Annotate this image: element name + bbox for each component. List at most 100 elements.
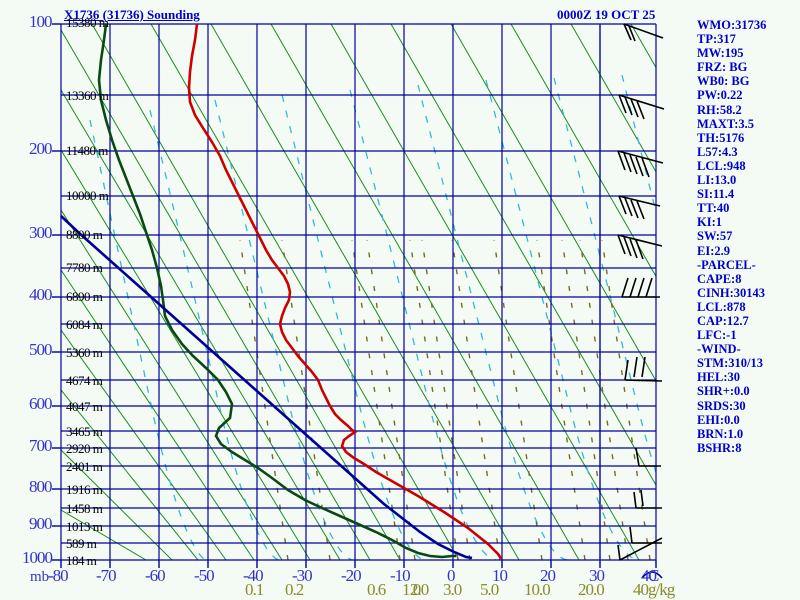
mixing-unit-label: g/kg [648,580,675,599]
height-label: 6890 m [66,289,103,304]
parameter-item: BSHR:8 [697,440,742,455]
mixing-tick: 1.0 [402,580,421,599]
parameter-panel: WMO:31736 TP:317 MW:195 FRZ: BG WB0: BG … [697,18,766,455]
parameter-item: SW:57 [697,229,733,244]
temp-tick: -10 [390,566,411,585]
pressure-ticks [52,23,61,561]
pressure-tick-1000: 1000 [22,548,53,567]
temp-tick: -70 [96,566,117,585]
wind-barb [624,356,663,382]
parameter-item: LFC:-1 [697,328,737,343]
parameter-item: PW:0.22 [697,88,743,103]
temp-tick: -30 [292,566,313,585]
parameter-item: LCL:948 [697,158,746,173]
parameter-item: SRDS:30 [697,398,746,413]
height-label: 1916 m [66,482,103,497]
temp-tick: -40 [243,566,264,585]
parameter-item: L57:4.3 [697,144,738,159]
temp-tick: 40 [641,566,657,585]
pressure-tick-600: 600 [29,394,52,413]
height-label: 13360 m [66,88,109,103]
parameter-item: CAPE:8 [697,271,742,286]
wind-barb [618,195,661,220]
temperature-unit-label: C [648,566,660,585]
parameter-section-wind: -WIND- [697,342,741,357]
wind-barb [617,234,663,260]
temp-tick: 30 [589,566,605,585]
height-label: 184 m [66,553,97,568]
height-label: 1013 m [66,519,103,534]
wind-barb [633,489,662,509]
height-label: 5360 m [66,345,103,360]
sounding-datetime: 0000Z 19 OCT 25 [557,7,656,22]
parameter-item: BRN:1.0 [697,426,744,441]
mixing-tick: 40 [633,580,649,599]
parameter-item: SI:11.4 [697,187,735,202]
height-label: 15380 m [66,15,109,30]
wind-barb [621,277,660,298]
height-label: 8800 m [66,227,103,242]
height-label: 7780 m [66,260,103,275]
pressure-tick-500: 500 [29,340,52,359]
parameter-item: CAP:12.7 [697,313,749,328]
temp-tick: -60 [145,566,166,585]
pressure-gridlines [61,23,656,561]
height-label: 2920 m [66,441,103,456]
temp-tick: 10 [492,566,508,585]
parameter-item: CINH:30143 [697,285,766,300]
height-label: 4674 m [66,373,103,388]
temp-tick: -80 [48,566,69,585]
parameter-item: TT:40 [697,201,730,216]
wind-barb [617,150,664,178]
wind-barb [623,23,664,42]
parameter-item: MW:195 [697,46,744,61]
parameter-item: HEL:30 [697,370,741,385]
pressure-tick-200: 200 [29,139,52,158]
wind-barb [618,94,665,120]
height-label: 11480 m [66,143,108,158]
wind-barb-arc [641,571,663,579]
pressure-tick-400: 400 [29,285,52,304]
parameter-item: WMO:31736 [697,18,767,32]
parameter-item: TP:317 [697,32,736,47]
pressure-tick-300: 300 [29,223,52,242]
page-title: X1736 (31736) Sounding [64,7,200,22]
mixing-tick: 0.2 [285,580,304,599]
height-label: 6084 m [66,317,103,332]
dewpoint-curve [97,23,456,559]
height-label: 3465 m [66,424,103,439]
temp-tick: 0 [447,566,455,585]
parameter-item: RH:58.2 [697,102,742,117]
mixing-tick: 20.0 [578,580,605,599]
height-label: 4047 m [66,399,103,414]
wind-barb [635,447,661,467]
mixing-tick: 0.6 [367,580,386,599]
mixing-tick: 5.0 [480,580,499,599]
parameter-item: WB0: BG [697,74,750,89]
isotherm-gridlines [60,24,657,560]
parameter-item: TH:5176 [697,130,745,145]
mixing-tick: 2.0 [410,580,429,599]
mixing-tick: 3.0 [443,580,462,599]
parcel-curve [60,215,473,560]
height-label: 2401 m [66,459,103,474]
pressure-tick-900: 900 [29,514,52,533]
mixing-ratio-lines [239,239,651,560]
pressure-unit-label: mb [30,569,50,585]
moist-adiabats [89,74,656,560]
temp-tick: -50 [194,566,215,585]
wind-barb [629,526,662,544]
temp-tick: 20 [540,566,556,585]
wind-barb [617,537,663,561]
parameter-item: LI:13.0 [697,173,737,188]
parameter-item: EI:2.9 [697,243,730,258]
parameter-item: STM:310/13 [697,356,763,371]
parameter-item: MAXT:3.5 [697,116,755,131]
mixing-tick: 0.1 [245,580,264,599]
height-label: 10000 m [66,188,109,203]
temp-tick: -20 [341,566,362,585]
height-label: 1458 m [66,501,103,516]
